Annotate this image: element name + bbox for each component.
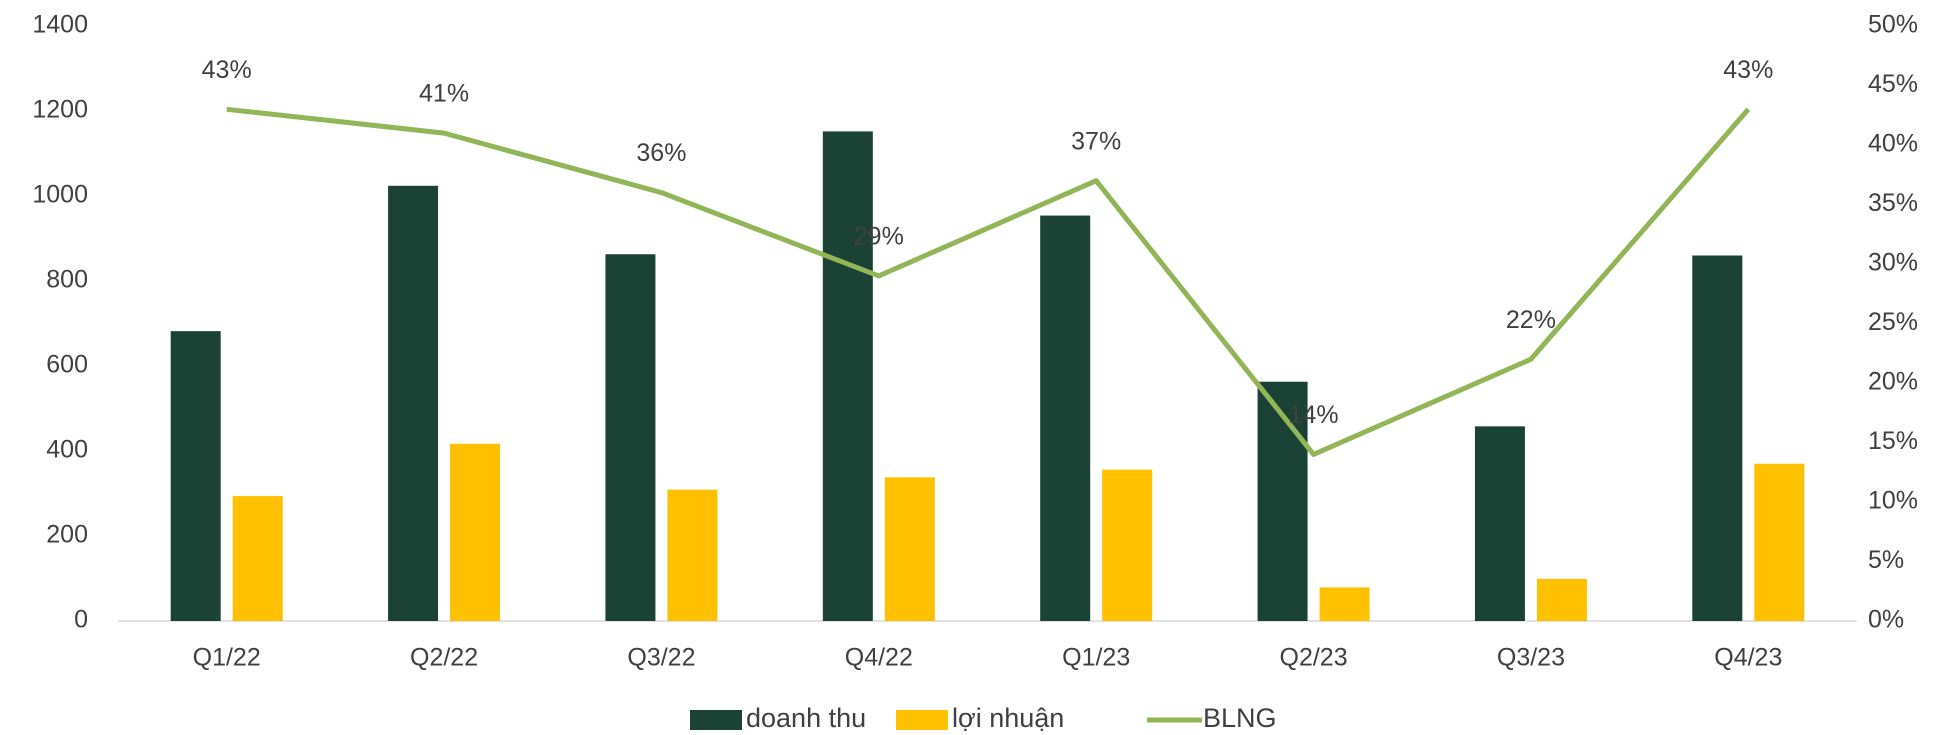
y-tick-label: 600	[46, 351, 88, 379]
x-tick-label: Q3/23	[1497, 644, 1565, 672]
x-tick-label: Q3/22	[627, 644, 695, 672]
bar	[1102, 469, 1153, 621]
bar	[170, 331, 221, 621]
y-tick-label: 400	[46, 436, 88, 464]
bar	[1474, 426, 1525, 621]
bar	[822, 131, 873, 621]
bar	[605, 254, 656, 621]
data-label: 29%	[854, 223, 904, 251]
line	[226, 106, 1751, 457]
bar	[1319, 587, 1370, 621]
data-label: 14%	[1289, 401, 1339, 429]
data-label: 37%	[1071, 127, 1121, 155]
y2-tick-label: 40%	[1868, 130, 1918, 158]
y-tick-label: 200	[46, 521, 88, 549]
bar	[388, 185, 439, 622]
y2-tick-label: 10%	[1868, 487, 1918, 515]
legend-label: doanh thu	[746, 703, 866, 733]
y-tick-label: 1000	[32, 181, 88, 209]
legend-swatch	[690, 710, 742, 730]
x-tick-label: Q4/22	[845, 644, 913, 672]
y2-tick-label: 30%	[1868, 249, 1918, 277]
y2-tick-label: 15%	[1868, 427, 1918, 455]
bar	[450, 443, 501, 621]
x-tick-label: Q1/22	[193, 644, 261, 672]
y2-tick-label: 45%	[1868, 70, 1918, 98]
bar	[1536, 578, 1587, 621]
data-label: 36%	[636, 139, 686, 167]
bar	[667, 489, 718, 621]
bar	[1040, 215, 1091, 622]
y-tick-label: 1400	[32, 11, 88, 39]
bar	[1754, 463, 1805, 621]
data-label: 41%	[419, 80, 469, 108]
x-tick-label: Q2/23	[1280, 644, 1348, 672]
y2-tick-label: 35%	[1868, 189, 1918, 217]
legend-label: BLNG	[1203, 703, 1277, 733]
y2-tick-label: 20%	[1868, 368, 1918, 396]
legend-label: lợi nhuận	[952, 703, 1064, 733]
y-tick-label: 0	[74, 606, 88, 634]
y-tick-label: 800	[46, 266, 88, 294]
x-tick-label: Q4/23	[1714, 644, 1782, 672]
y2-tick-label: 0%	[1868, 606, 1904, 634]
x-tick-label: Q1/23	[1062, 644, 1130, 672]
bar	[232, 496, 283, 621]
y2-tick-label: 50%	[1868, 11, 1918, 39]
bar	[1692, 255, 1743, 621]
legend-swatch	[896, 710, 948, 730]
bar	[1257, 381, 1308, 621]
bar	[884, 477, 935, 621]
y2-tick-label: 5%	[1868, 546, 1904, 574]
data-label: 43%	[1723, 56, 1773, 84]
data-label: 43%	[202, 56, 252, 84]
y-tick-label: 1200	[32, 96, 88, 124]
x-tick-label: Q2/22	[410, 644, 478, 672]
y2-tick-label: 25%	[1868, 308, 1918, 336]
data-label: 22%	[1506, 306, 1556, 334]
